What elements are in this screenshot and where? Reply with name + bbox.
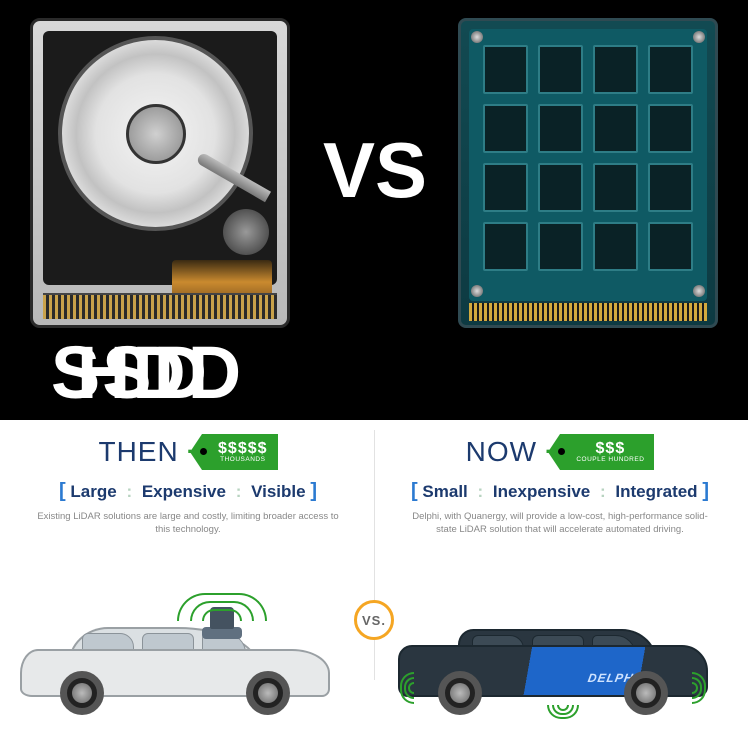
now-description: Delphi, with Quanergy, will provide a lo… (390, 511, 730, 537)
now-column: NOW · $$$ COUPLE HUNDRED [ Small : Inexp… (390, 434, 730, 537)
then-description: Existing LiDAR solutions are large and c… (18, 511, 358, 537)
then-heading: THEN (98, 436, 178, 468)
vs-badge: VS. (354, 600, 394, 640)
hdd-vs-ssd-panel: VS HDD SSD (0, 0, 748, 420)
then-attr-1: Large (70, 482, 116, 501)
now-price-sublabel: COUPLE HUNDRED (576, 457, 644, 464)
lidar-waves-icon (170, 595, 274, 625)
then-attributes: [ Large : Expensive : Visible ] (18, 480, 358, 503)
vertical-divider (374, 430, 375, 680)
ssd-illustration (458, 18, 718, 328)
then-column: THEN · $$$$$ THOUSANDS [ Large : Expensi… (18, 434, 358, 537)
sensor-wave-rear-icon (692, 673, 706, 703)
vs-label-top: VS (310, 125, 440, 216)
now-attr-2: Inexpensive (493, 482, 590, 501)
sensor-wave-mid-icon (548, 705, 578, 719)
then-car-illustration (20, 585, 350, 725)
sensor-wave-front-icon (400, 673, 414, 703)
now-car-illustration: DELPHI (398, 585, 728, 725)
hdd-illustration (30, 18, 290, 328)
then-price-dollars: $$$$$ (218, 441, 268, 457)
then-price-sublabel: THOUSANDS (218, 457, 268, 464)
then-attr-3: Visible (251, 482, 306, 501)
now-attr-3: Integrated (615, 482, 697, 501)
now-price-dollars: $$$ (576, 441, 644, 457)
then-attr-2: Expensive (142, 482, 226, 501)
now-heading: NOW (466, 436, 537, 468)
ssd-label: SSD (0, 330, 260, 415)
now-attr-1: Small (422, 482, 467, 501)
then-price-tag: $$$$$ THOUSANDS (202, 434, 278, 470)
lidar-then-now-panel: THEN · $$$$$ THOUSANDS [ Large : Expensi… (0, 420, 748, 755)
now-attributes: [ Small : Inexpensive : Integrated ] (390, 480, 730, 503)
now-price-tag: $$$ COUPLE HUNDRED (560, 434, 654, 470)
